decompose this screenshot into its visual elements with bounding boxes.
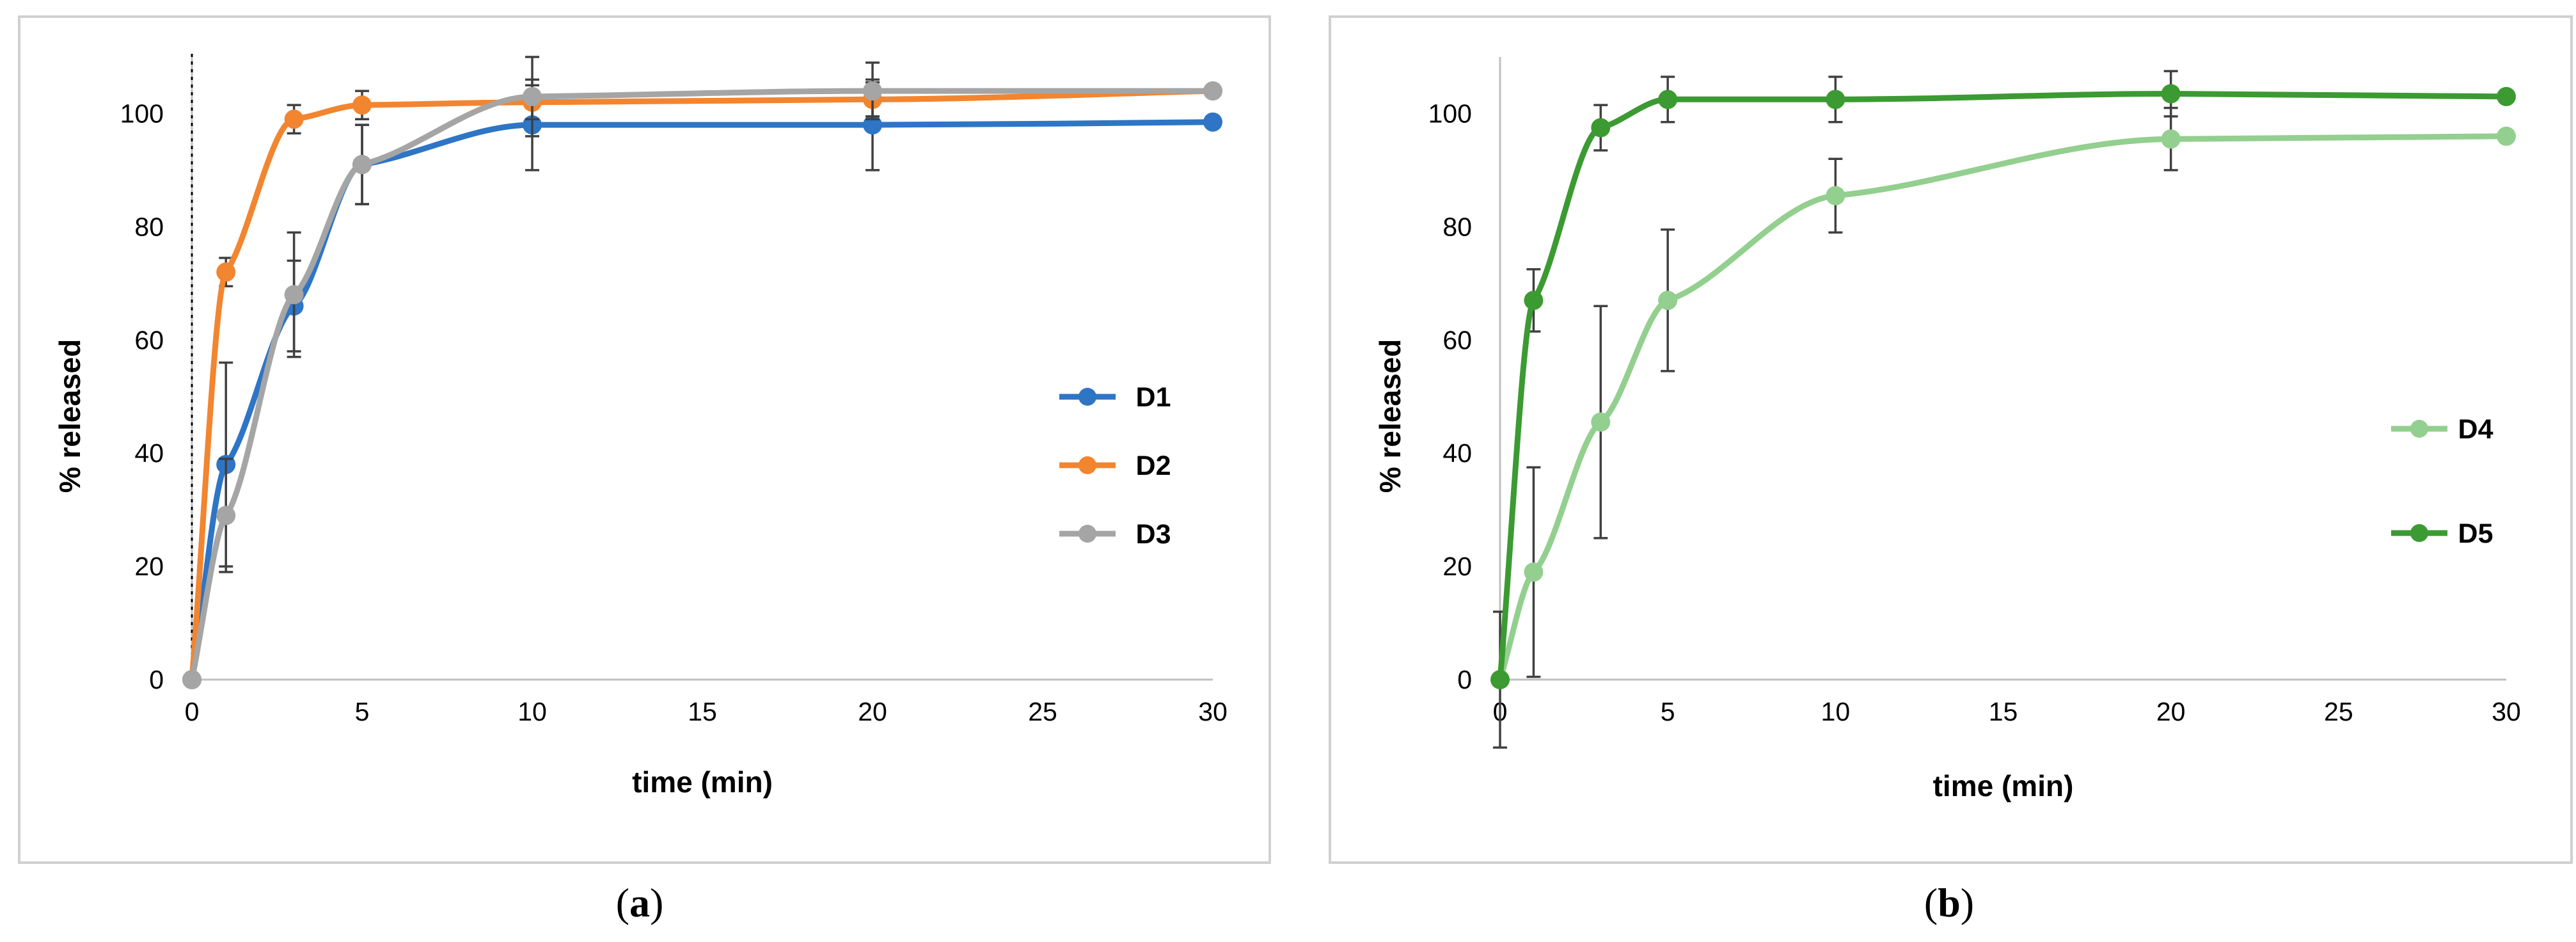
legend-swatch-marker <box>1079 388 1096 406</box>
legend-item-d1: D1 <box>1059 382 1171 413</box>
x-tick-label: 10 <box>1821 697 1851 726</box>
panel-b-frame <box>1329 15 2573 864</box>
y-tick-label: 20 <box>134 552 164 581</box>
y-tick-label: 100 <box>1428 99 1472 128</box>
series-d4 <box>1490 106 2516 689</box>
data-point <box>352 95 372 115</box>
legend-label: D3 <box>1136 519 1171 550</box>
data-point <box>2497 86 2516 106</box>
legend-swatch-marker <box>1079 525 1096 543</box>
data-point <box>1203 81 1222 101</box>
x-tick-label: 15 <box>688 697 717 726</box>
y-tick-label: 20 <box>1442 552 1472 581</box>
x-tick-label: 30 <box>2492 697 2521 726</box>
caption-a: (a) <box>616 880 664 925</box>
y-tick-label: 80 <box>134 212 164 241</box>
x-tick-label: 15 <box>1989 697 2018 726</box>
data-point <box>284 285 304 305</box>
data-point <box>1591 412 1611 432</box>
y-axis-title: % released <box>53 339 86 493</box>
legend-item-d2: D2 <box>1059 451 1171 481</box>
data-point <box>2497 126 2516 146</box>
x-axis-title: time (min) <box>1933 769 2074 802</box>
data-point <box>216 262 236 282</box>
x-tick-label: 20 <box>858 697 887 726</box>
y-tick-label: 40 <box>1442 438 1472 468</box>
legend-label: D1 <box>1136 382 1171 413</box>
data-point <box>1591 118 1611 138</box>
caption-b: (b) <box>1924 880 1974 925</box>
data-point <box>1490 670 1510 689</box>
data-point <box>1524 562 1544 582</box>
x-tick-label: 25 <box>1028 697 1057 726</box>
legend-label: D4 <box>2458 414 2493 445</box>
legend-swatch-marker <box>2410 524 2428 542</box>
x-tick-label: 20 <box>2156 697 2186 726</box>
y-tick-label: 0 <box>1457 665 1472 694</box>
series-line-d2 <box>189 88 1216 683</box>
series-line-d5 <box>1497 91 2509 683</box>
legend-item-d3: D3 <box>1059 519 1171 550</box>
legend-item-d5: D5 <box>2391 518 2493 549</box>
data-point <box>284 109 304 129</box>
x-tick-label: 0 <box>185 697 200 726</box>
panel-a-chart: 0 5 10 15 20 25 30 0 20 40 60 80 100 time (min) % rele… <box>53 54 1228 799</box>
data-point <box>1203 112 1222 132</box>
legend-swatch-marker <box>1079 456 1096 474</box>
x-axis-title: time (min) <box>632 765 773 799</box>
panel-a-frame <box>18 15 1271 864</box>
y-tick-label: 80 <box>1442 212 1472 241</box>
series-line-d4 <box>1497 133 2509 683</box>
series-line-d3 <box>189 88 1216 683</box>
data-point <box>1826 186 1845 205</box>
data-point <box>1658 90 1678 109</box>
y-tick-label: 60 <box>1442 325 1472 355</box>
data-point <box>2161 129 2181 149</box>
legend-swatch-marker <box>2410 420 2428 438</box>
y-axis-title: % released <box>1373 339 1407 493</box>
x-tick-label: 30 <box>1198 697 1228 726</box>
x-tick-label: 5 <box>355 697 370 726</box>
legend-item-d4: D4 <box>2391 414 2493 445</box>
y-tick-label: 40 <box>134 438 164 468</box>
data-point <box>523 86 542 106</box>
legend-label: D2 <box>1136 451 1171 481</box>
data-point <box>1658 291 1678 310</box>
y-tick-label: 100 <box>120 99 164 128</box>
data-point <box>216 506 236 525</box>
x-tick-label: 5 <box>1661 697 1675 726</box>
data-point <box>863 81 882 101</box>
y-tick-label: 0 <box>149 665 164 694</box>
legend-label: D5 <box>2458 518 2493 549</box>
data-point <box>1826 90 1845 109</box>
series-d3 <box>182 56 1222 689</box>
x-tick-label: 10 <box>518 697 547 726</box>
series-d5 <box>1490 70 2516 749</box>
x-tick-label: 25 <box>2324 697 2353 726</box>
data-point <box>2161 84 2181 104</box>
data-point <box>352 155 372 175</box>
y-tick-label: 60 <box>134 325 164 355</box>
data-point <box>1524 291 1544 310</box>
data-point <box>182 670 201 689</box>
